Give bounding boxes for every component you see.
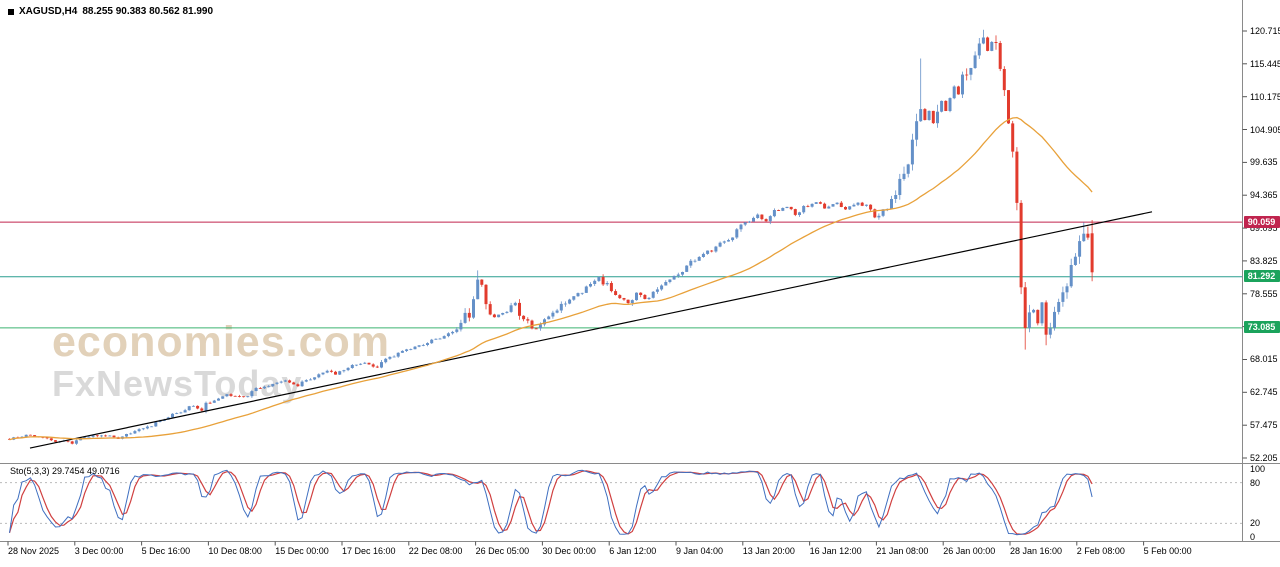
price-axis-label: 94.365 [1250, 190, 1278, 201]
price-level-tag[interactable]: 73.085 [1243, 321, 1280, 334]
time-axis-label: 6 Jan 12:00 [609, 546, 657, 556]
indicator-axis-label: 0 [1250, 532, 1256, 542]
time-axis-label: 5 Dec 16:00 [141, 546, 191, 556]
symbol-timeframe-label: XAGUSD,H4 [19, 6, 78, 17]
time-axis-label: 22 Dec 08:00 [408, 546, 463, 556]
price-axis-label: 89.095 [1250, 223, 1278, 234]
indicator-label: Sto(5,3,3) 29.7454 49.0716 [10, 466, 120, 476]
indicator-axis-label: 100 [1250, 464, 1266, 474]
indicator-axis-label: 80 [1250, 477, 1261, 488]
ohlc-readout: 88.255 90.383 80.562 81.990 [82, 6, 214, 17]
time-axis-label: 13 Jan 20:00 [742, 546, 795, 556]
time-axis-label: 30 Dec 00:00 [542, 546, 596, 556]
time-axis-label: 16 Jan 12:00 [809, 546, 862, 556]
price-axis-label: 52.205 [1250, 453, 1278, 463]
time-axis-label: 28 Jan 16:00 [1010, 546, 1063, 556]
time-axis-label: 3 Dec 00:00 [74, 546, 124, 556]
price-axis-label: 57.475 [1250, 420, 1278, 431]
time-axis-label: 26 Jan 00:00 [943, 546, 996, 556]
chart-icon [8, 8, 14, 15]
time-axis-label: 2 Feb 08:00 [1076, 546, 1125, 556]
price-axis-label: 78.555 [1250, 288, 1278, 299]
time-axis-label: 5 Feb 00:00 [1143, 546, 1192, 556]
time-axis-label: 17 Dec 16:00 [342, 546, 396, 556]
price-axis-label: 104.905 [1250, 124, 1280, 135]
time-axis-label: 15 Dec 00:00 [275, 546, 329, 556]
price-axis-label: 62.745 [1250, 387, 1278, 398]
price-level-tag[interactable]: 81.292 [1243, 270, 1280, 283]
time-axis-label: 10 Dec 08:00 [208, 546, 262, 556]
price-axis-label: 110.175 [1250, 91, 1280, 102]
price-axis-label: 83.825 [1250, 255, 1278, 266]
price-axis-label: 99.635 [1250, 157, 1278, 168]
symbol-info: XAGUSD,H4 88.255 90.383 80.562 81.990 [8, 6, 213, 17]
time-axis-label: 9 Jan 04:00 [676, 546, 724, 556]
indicator-axis-label: 20 [1250, 518, 1261, 529]
time-axis-label: 28 Nov 2025 [8, 546, 60, 556]
price-axis-label: 120.715 [1250, 26, 1280, 36]
time-axis-label: 26 Dec 05:00 [475, 546, 530, 556]
price-axis-label: 68.015 [1250, 354, 1278, 365]
time-axis-label: 21 Jan 08:00 [876, 546, 929, 556]
price-axis-label: 115.445 [1250, 58, 1280, 69]
price-level-tag[interactable]: 90.059 [1243, 215, 1280, 228]
